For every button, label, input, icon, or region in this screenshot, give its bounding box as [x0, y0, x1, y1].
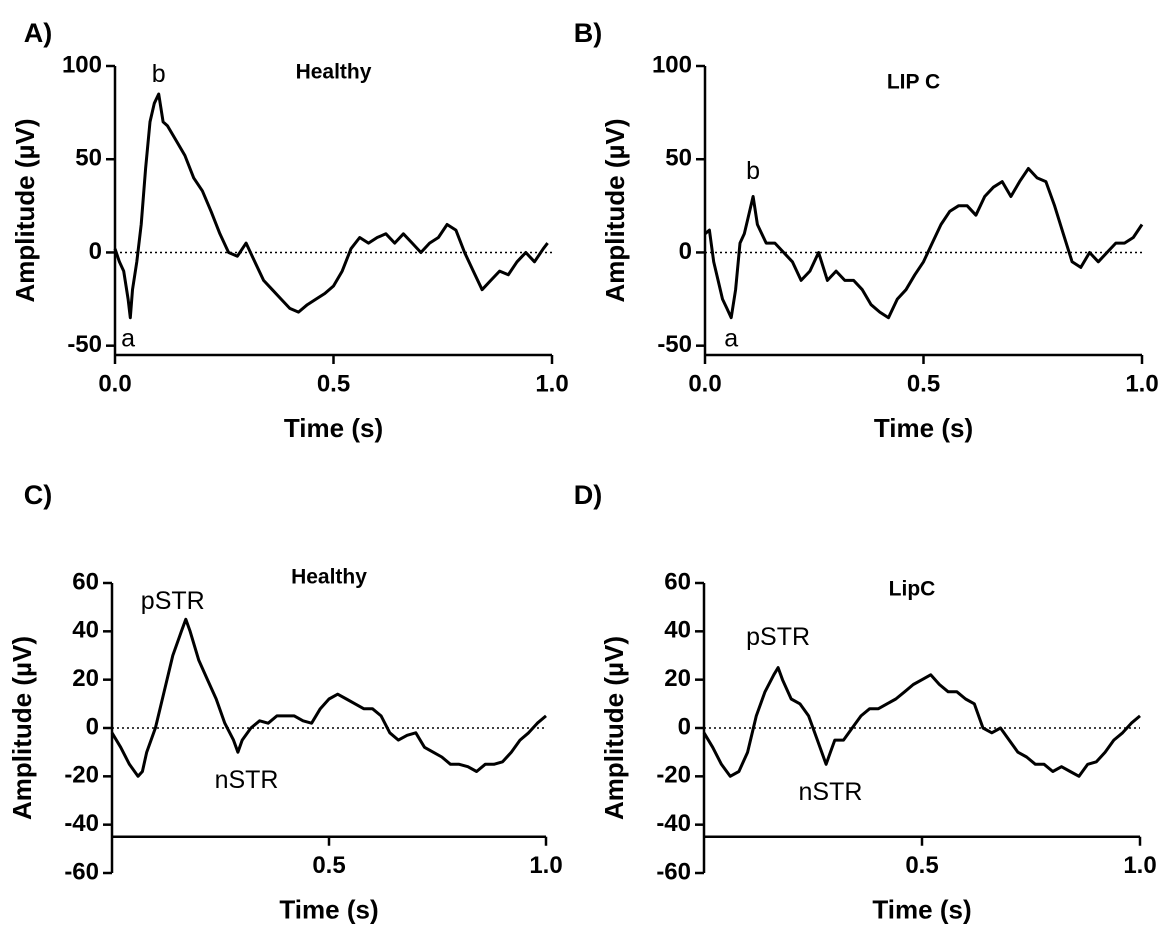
y-tick-label: 0: [678, 713, 691, 740]
y-tick-label: -50: [67, 331, 102, 358]
trace: [113, 92, 549, 320]
y-axis-title: Amplitude (µV): [600, 119, 630, 303]
y-axis-title: Amplitude (µV): [10, 119, 40, 303]
y-tick-label: -60: [64, 858, 99, 885]
x-axis-title: Time (s): [284, 413, 383, 443]
annotation: nSTR: [215, 766, 279, 794]
x-axis-title: Time (s): [279, 895, 378, 925]
y-tick-label: -40: [64, 810, 99, 837]
y-tick-label: 100: [62, 51, 102, 78]
x-tick-label: 1.0: [535, 370, 568, 397]
trace: [110, 617, 547, 778]
y-tick-label: 60: [72, 568, 99, 595]
panel-label: D): [574, 480, 603, 510]
annotation: nSTR: [798, 778, 862, 806]
x-tick-label: 0.5: [905, 852, 938, 879]
chart-title: Healthy: [291, 566, 367, 589]
chart-title: Healthy: [296, 61, 372, 84]
y-tick-label: 60: [664, 568, 691, 595]
chart-title: LIP C: [887, 71, 940, 94]
y-tick-label: 0: [679, 238, 692, 265]
chart-title: LipC: [889, 578, 936, 601]
annotation: a: [724, 325, 738, 353]
annotation: b: [152, 60, 166, 88]
y-tick-label: 100: [652, 51, 692, 78]
y-tick-label: -40: [656, 810, 691, 837]
x-tick-label: 0.5: [907, 370, 940, 397]
annotation: b: [746, 157, 760, 185]
x-tick-label: 0.5: [312, 852, 345, 879]
y-tick-label: 50: [665, 145, 692, 172]
panel-label: C): [24, 480, 53, 510]
x-tick-label: 1.0: [1125, 370, 1158, 397]
y-tick-label: 0: [89, 238, 102, 265]
x-tick-label: 0.0: [688, 370, 721, 397]
y-axis-title: Amplitude (µV): [599, 636, 629, 820]
y-tick-label: 40: [72, 617, 99, 644]
x-tick-label: 1.0: [529, 852, 562, 879]
y-tick-label: 0: [86, 713, 99, 740]
y-tick-label: -20: [656, 762, 691, 789]
x-tick-label: 1.0: [1123, 852, 1156, 879]
x-axis-title: Time (s): [874, 413, 973, 443]
y-tick-label: 50: [75, 145, 102, 172]
trace: [702, 666, 1141, 778]
y-tick-label: 40: [664, 617, 691, 644]
y-tick-label: -50: [657, 331, 692, 358]
trace: [704, 167, 1144, 320]
y-tick-label: -20: [64, 762, 99, 789]
annotation: pSTR: [141, 587, 205, 615]
x-tick-label: 0.5: [317, 370, 350, 397]
y-tick-label: 20: [664, 665, 691, 692]
y-tick-label: 20: [72, 665, 99, 692]
y-axis-title: Amplitude (µV): [7, 636, 37, 820]
x-axis-title: Time (s): [872, 895, 971, 925]
annotation: pSTR: [746, 623, 810, 651]
panel-label: A): [24, 18, 53, 48]
y-tick-label: -60: [656, 858, 691, 885]
annotation: a: [121, 325, 135, 353]
panel-label: B): [574, 18, 603, 48]
x-tick-label: 0.0: [98, 370, 131, 397]
